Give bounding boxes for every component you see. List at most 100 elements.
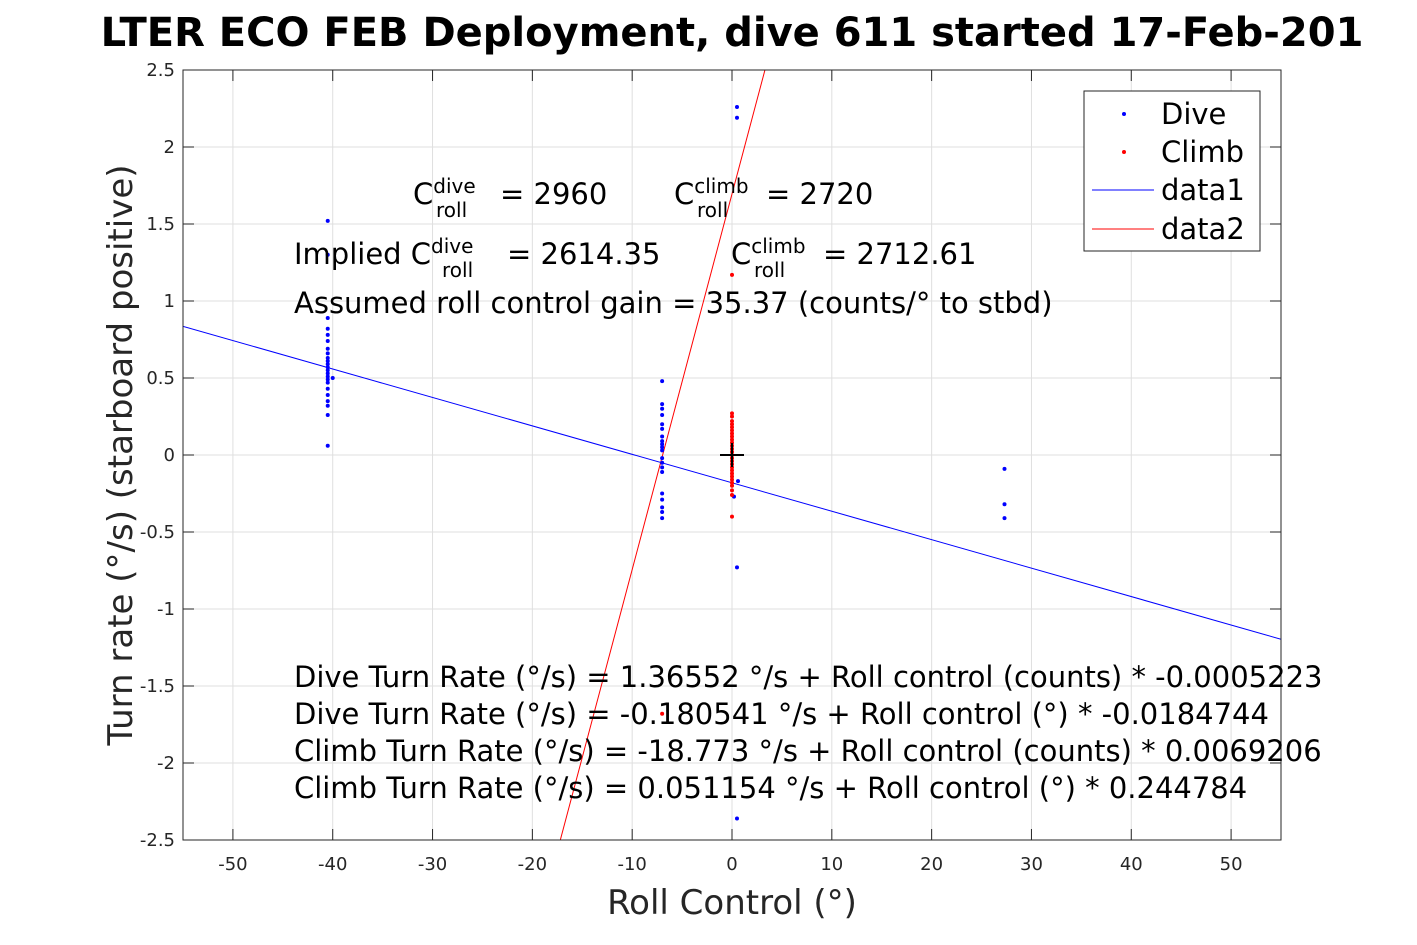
fit-equation-4: Climb Turn Rate (°/s) = 0.051154 °/s + R… [294,771,1247,805]
dive-point [325,346,330,351]
y-tick-label: 0 [164,445,175,466]
y-axis-label: Turn rate (°/s) (starboard positive) [101,164,141,746]
climb-point [730,272,734,277]
x-tick-label: -30 [418,854,447,875]
dive-point [660,516,665,521]
legend-label-climb: Climb [1161,135,1244,169]
climb-point [730,483,734,488]
climb-point [730,477,734,482]
implied-c-roll-dive-sub: roll [442,258,473,282]
dive-point [325,392,330,397]
implied-c-roll-dive-value: = 2614.35 [507,237,660,271]
y-tick-labels: -2.5 -2 -1.5 -1 -0.5 0 0.5 1 1.5 2 2.5 [140,60,175,851]
dive-point [660,442,665,447]
implied-c-roll-climb-sup: climb [751,234,805,258]
c-roll-climb-sup: climb [694,174,748,198]
implied-c-roll-dive-sup: dive [431,234,473,258]
y-tick-label: -1.5 [140,676,175,697]
legend-marker-climb [1122,150,1126,154]
dive-point [660,456,665,461]
x-tick-label: 20 [920,854,943,875]
implied-c-roll-dive-annotation: Implied Cdive [294,234,473,271]
c-roll-climb-value: = 2720 [766,177,873,211]
climb-point [730,422,734,427]
dive-point [660,509,665,514]
dive-point [735,479,740,484]
y-tick-label: 2 [164,137,175,158]
dive-point [325,374,330,379]
implied-c-roll-climb-base: C [731,237,751,271]
dive-point [325,403,330,408]
climb-point [730,419,734,424]
c-roll-dive-annotation: Cdive [413,174,476,211]
climb-point [730,434,734,439]
fit-equation-2: Dive Turn Rate (°/s) = -0.180541 °/s + R… [294,697,1269,731]
x-tick-label: 10 [820,854,843,875]
dive-point [1002,516,1007,521]
roll-gain-annotation: Assumed roll control gain = 35.37 (count… [294,286,1053,320]
y-tick-label: -1 [157,599,175,620]
c-roll-dive-value: = 2960 [500,177,607,211]
dive-point [325,443,330,448]
dive-point [325,365,330,370]
climb-point [730,480,734,485]
legend-label-data1: data1 [1161,173,1245,207]
tick-marks [183,69,1281,841]
c-roll-dive-base: C [413,177,433,211]
dive-point [734,104,739,109]
dive-point [330,376,335,380]
climb-point [730,437,734,442]
x-tick-label: -50 [218,854,247,875]
dive-point [660,379,665,384]
climb-point [730,488,734,493]
x-tick-label: 30 [1020,854,1043,875]
dive-point [325,362,330,367]
c-roll-climb-annotation: Cclimb [674,174,749,211]
dive-point [325,386,330,391]
dive-point [660,465,665,470]
dive-point [734,816,739,821]
y-tick-label: -0.5 [140,522,175,543]
dive-point [660,497,665,502]
dive-point [325,351,330,356]
x-tick-label: -20 [518,854,547,875]
chart-title: LTER ECO FEB Deployment, dive 611 starte… [101,10,1364,56]
implied-c-roll-climb-value: = 2712.61 [823,237,976,271]
climb-point [730,493,734,498]
dive-point [325,359,330,364]
x-tick-label: 0 [726,854,737,875]
climb-point [730,411,734,416]
climb-point [730,474,734,479]
dive-point [325,355,330,360]
x-tick-label: 40 [1120,854,1143,875]
y-tick-label: -2 [157,753,175,774]
dive-point [325,252,330,257]
x-tick-label: 50 [1220,854,1243,875]
implied-c-roll-dive-prefix: Implied C [294,237,431,271]
fit-equation-1: Dive Turn Rate (°/s) = 1.36552 °/s + Rol… [294,660,1322,694]
dive-point [660,402,665,407]
dive-point [660,412,665,417]
legend: Dive Climb data1 data2 [1083,90,1261,252]
center-marker [720,443,744,467]
y-tick-label: 1 [164,291,175,312]
dive-point [660,491,665,496]
dive-point [325,332,330,337]
c-roll-dive-sub: roll [436,198,467,222]
y-tick-label: 1.5 [146,214,175,235]
x-tick-label: -10 [617,854,646,875]
dive-point [660,422,665,427]
dive-point [1002,466,1007,471]
c-roll-climb-base: C [674,177,694,211]
dive-point [660,460,665,465]
fit-line-data2 [559,70,766,840]
dive-point [660,439,665,444]
dive-point [325,412,330,417]
dive-point [325,326,330,331]
dive-point [660,426,665,431]
dive-point [734,565,739,570]
climb-point [730,514,734,519]
climb-point [730,414,734,419]
y-tick-label: -2.5 [140,830,175,851]
